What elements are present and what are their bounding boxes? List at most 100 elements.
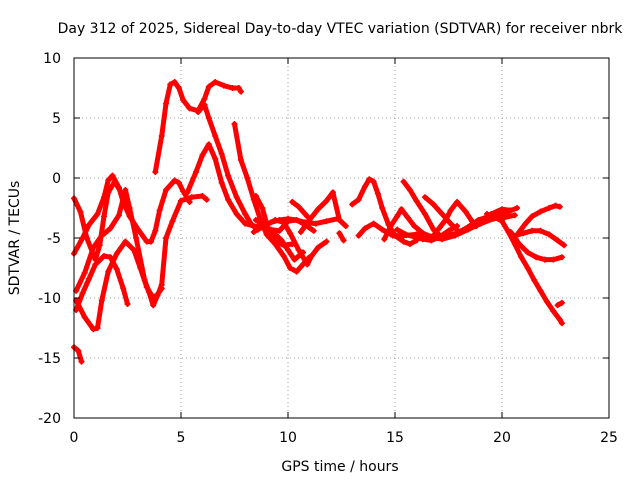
data-point — [310, 227, 317, 234]
x-tick-label: 20 — [493, 430, 511, 446]
data-point — [267, 219, 274, 226]
data-point — [419, 230, 426, 237]
data-series — [71, 79, 568, 365]
data-point — [404, 214, 411, 221]
data-point — [370, 220, 377, 227]
series-track-29 — [516, 202, 563, 235]
y-axis-label: SDTVAR / TECUs — [7, 181, 23, 296]
data-point — [558, 299, 565, 306]
data-point — [259, 205, 266, 211]
data-point — [558, 254, 565, 261]
series-line — [298, 189, 349, 235]
data-point — [492, 214, 499, 221]
data-point — [299, 249, 306, 256]
data-point — [537, 227, 544, 234]
data-point — [152, 227, 159, 234]
x-tick-label: 15 — [386, 430, 404, 446]
data-point — [550, 256, 557, 263]
data-point — [100, 194, 107, 201]
data-point — [552, 202, 559, 209]
data-point — [244, 175, 251, 181]
data-point — [561, 242, 568, 249]
data-point — [180, 97, 187, 103]
series-track-4 — [73, 238, 165, 333]
data-point — [233, 194, 240, 201]
data-point — [546, 231, 553, 238]
data-point — [158, 285, 165, 292]
data-point — [78, 358, 85, 365]
data-point — [199, 193, 206, 199]
data-point — [306, 217, 313, 223]
series-line — [71, 179, 122, 263]
data-point — [92, 261, 99, 268]
data-point — [109, 172, 116, 179]
data-point — [537, 208, 544, 215]
data-point — [205, 83, 212, 90]
data-point — [156, 207, 163, 214]
data-point — [516, 241, 523, 247]
data-point — [336, 217, 343, 223]
series-track-6 — [71, 344, 85, 365]
data-point — [158, 133, 165, 139]
data-point — [90, 244, 97, 251]
data-point — [122, 238, 129, 245]
data-point — [528, 227, 535, 234]
data-point — [235, 85, 242, 91]
data-point — [477, 218, 484, 225]
data-point — [454, 199, 461, 205]
data-point — [340, 237, 347, 244]
data-point — [556, 203, 563, 210]
data-point — [411, 223, 418, 229]
data-point — [443, 215, 450, 222]
data-point — [175, 85, 182, 91]
data-point — [342, 223, 349, 229]
data-point — [143, 284, 150, 291]
data-point — [406, 241, 413, 247]
series-track-22 — [421, 194, 463, 235]
data-point — [79, 235, 86, 241]
data-point — [285, 247, 291, 253]
data-point — [287, 265, 294, 271]
data-point — [439, 211, 446, 217]
data-point — [105, 268, 112, 275]
data-point — [212, 155, 219, 162]
series-track-27 — [507, 229, 565, 263]
data-point — [163, 100, 170, 107]
data-point — [248, 221, 255, 228]
data-point — [381, 236, 388, 243]
data-point — [231, 121, 238, 127]
data-point — [287, 230, 294, 237]
data-point — [392, 232, 398, 239]
data-point — [85, 275, 92, 282]
data-point — [400, 178, 407, 185]
data-point — [261, 223, 268, 229]
data-point — [272, 238, 279, 245]
data-point — [77, 208, 84, 215]
data-point — [276, 227, 283, 234]
data-point — [531, 277, 538, 283]
series-track-15 — [289, 199, 311, 220]
data-point — [178, 197, 184, 204]
data-point — [115, 184, 122, 191]
data-point — [507, 229, 514, 235]
data-point — [148, 238, 155, 245]
data-point — [355, 232, 362, 239]
data-point — [421, 211, 428, 217]
series-track-13 — [252, 217, 306, 263]
data-point — [175, 179, 182, 186]
data-point — [379, 205, 386, 211]
data-point — [406, 187, 413, 193]
data-point — [291, 256, 298, 263]
data-point — [229, 85, 236, 91]
data-point — [436, 224, 443, 231]
data-point — [533, 254, 540, 261]
x-tick-label: 0 — [70, 430, 79, 446]
data-point — [94, 211, 101, 217]
data-point — [115, 212, 122, 219]
data-point — [543, 298, 550, 305]
data-point — [130, 247, 137, 253]
data-point — [541, 256, 548, 263]
series-track-14 — [297, 189, 349, 235]
series-line — [251, 216, 340, 235]
